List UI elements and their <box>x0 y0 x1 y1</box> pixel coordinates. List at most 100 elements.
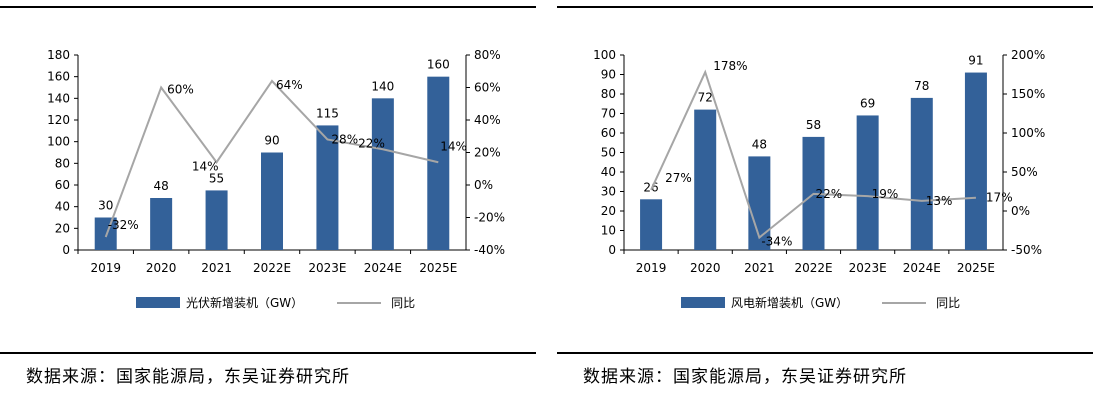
y2-tick-label: 150% <box>1011 87 1045 101</box>
bar <box>261 152 283 250</box>
line-value-label: 22% <box>358 136 385 150</box>
y-tick-label: 80 <box>55 156 70 170</box>
y-tick-label: 10 <box>601 224 616 238</box>
bar <box>964 72 987 250</box>
y-tick-label: 100 <box>593 48 616 62</box>
bar <box>856 115 879 250</box>
bar-value-label: 90 <box>264 134 279 148</box>
y-tick-label: 80 <box>601 87 616 101</box>
x-tick-label: 2024E <box>903 261 941 275</box>
line-value-label: -32% <box>108 218 139 232</box>
y2-tick-label: -20% <box>474 211 505 225</box>
bar-value-label: 91 <box>968 54 983 68</box>
bar-value-label: 55 <box>209 171 224 185</box>
y2-tick-label: 80% <box>474 48 501 62</box>
line-value-label: 28% <box>331 133 358 147</box>
y-tick-label: 40 <box>601 165 616 179</box>
chart-wind: 0 10 20 30 40 50 60 70 80 90 100 -50% 0% 50% 100% 150% 2… <box>593 48 1045 275</box>
bar <box>150 198 173 250</box>
legend-bar-label: 风电新增装机（GW） <box>731 296 849 310</box>
source-note: 数据来源：国家能源局，东吴证券研究所 <box>583 367 907 387</box>
y-tick-label: 60 <box>601 126 616 140</box>
bar <box>94 217 117 250</box>
y-tick-label: 160 <box>47 70 70 84</box>
y-tick-label: 50 <box>601 146 616 160</box>
line-value-label: 14% <box>192 159 219 173</box>
y2-tick-label: 0% <box>1011 204 1030 218</box>
y2-tick-label: 0% <box>474 178 493 192</box>
y2-tick-label: 60% <box>474 81 501 95</box>
bar-value-label: 140 <box>371 79 394 93</box>
legend-line-swatch <box>337 301 382 304</box>
yoy-line <box>104 79 439 238</box>
bar-value-label: 115 <box>316 106 339 120</box>
chart-panel-wind: 0 10 20 30 40 50 60 70 80 90 100 -50% 0% 50% 100% 150% 2… <box>557 0 1093 412</box>
y2-tick-label: 50% <box>1011 165 1038 179</box>
bar-value-label: 58 <box>806 118 821 132</box>
line-value-label: 22% <box>816 187 843 201</box>
y-tick-label: 0 <box>608 243 616 257</box>
line-value-label: -34% <box>761 235 792 249</box>
bar-value-label: 30 <box>98 199 113 213</box>
x-tick-label: 2022E <box>253 261 291 275</box>
bar <box>694 109 717 250</box>
bottom-rule <box>0 352 536 354</box>
top-rule <box>557 6 1093 8</box>
legend-line-label: 同比 <box>936 296 961 310</box>
bar <box>640 199 663 250</box>
x-tick-label: 2020 <box>690 261 721 275</box>
bottom-rule <box>557 352 1093 354</box>
legend: 光伏新增装机（GW） 同比 <box>136 294 415 311</box>
line-value-label: 60% <box>167 83 194 97</box>
bar <box>205 190 228 250</box>
y2-tick-label: 20% <box>474 146 501 160</box>
y-tick-label: 100 <box>47 135 70 149</box>
yoy-line <box>650 69 976 240</box>
y2-tick-label: 100% <box>1011 126 1045 140</box>
legend-bar-swatch <box>681 297 725 308</box>
x-tick-label: 2023E <box>308 261 346 275</box>
bar-value-label: 48 <box>752 137 767 151</box>
bar-value-label: 78 <box>914 79 929 93</box>
line-value-label: 27% <box>665 171 692 185</box>
x-tick-label: 2021 <box>201 261 232 275</box>
legend-line-label: 同比 <box>391 296 416 310</box>
y-tick-label: 30 <box>601 185 616 199</box>
bar-value-label: 72 <box>698 91 713 105</box>
y-tick-label: 140 <box>47 91 70 105</box>
y2-tick-label: -40% <box>474 243 505 257</box>
legend-bar-swatch <box>136 297 180 308</box>
x-tick-label: 2019 <box>90 261 121 275</box>
bar-value-label: 48 <box>154 179 169 193</box>
y-tick-label: 60 <box>55 178 70 192</box>
bar-value-label: 69 <box>860 96 875 110</box>
line-value-label: 178% <box>713 59 747 73</box>
y2-tick-label: 200% <box>1011 48 1045 62</box>
bar <box>371 98 394 250</box>
source-note: 数据来源：国家能源局，东吴证券研究所 <box>26 367 350 387</box>
y-tick-label: 120 <box>47 113 70 127</box>
x-tick-label: 2025E <box>957 261 995 275</box>
bar <box>748 156 771 250</box>
bar-value-label: 160 <box>427 58 450 72</box>
top-rule <box>0 6 536 8</box>
bar-value-label: 26 <box>643 180 658 194</box>
x-tick-label: 2025E <box>419 261 457 275</box>
y2-tick-label: 40% <box>474 113 501 127</box>
line-value-label: 14% <box>440 139 467 153</box>
line-value-label: 64% <box>276 78 303 92</box>
y-tick-label: 40 <box>55 200 70 214</box>
bar <box>316 125 339 250</box>
legend: 风电新增装机（GW） 同比 <box>681 294 960 311</box>
x-tick-label: 2023E <box>849 261 887 275</box>
y-tick-label: 70 <box>601 107 616 121</box>
y-tick-label: 0 <box>62 243 70 257</box>
bar <box>910 97 933 251</box>
line-value-label: 19% <box>872 187 899 201</box>
y2-tick-label: -50% <box>1011 243 1042 257</box>
bar <box>427 76 450 251</box>
x-tick-label: 2019 <box>636 261 667 275</box>
legend-line-swatch <box>882 301 927 304</box>
y-tick-label: 20 <box>55 221 70 235</box>
x-tick-label: 2024E <box>364 261 402 275</box>
